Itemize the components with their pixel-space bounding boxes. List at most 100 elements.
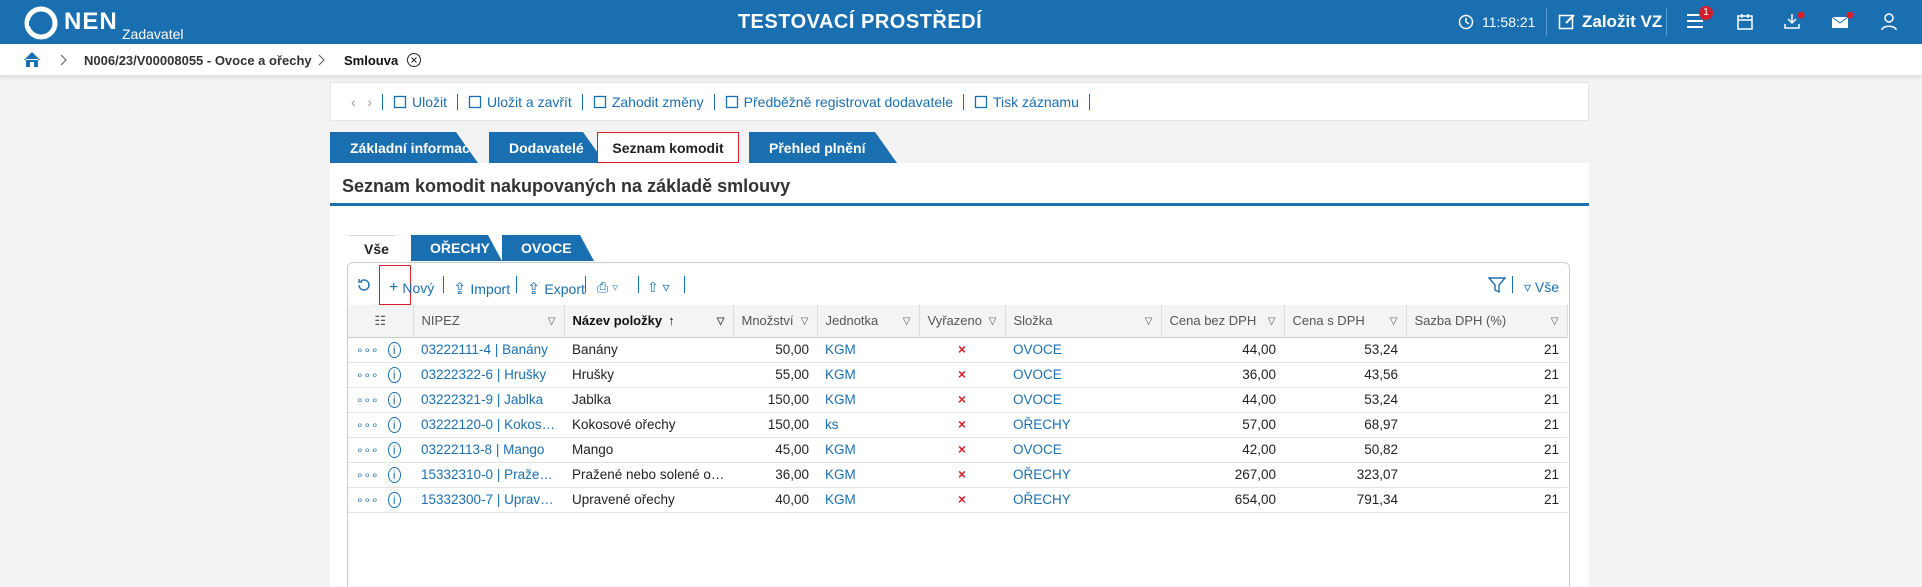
cell[interactable]: KGM: [817, 437, 919, 463]
tab[interactable]: Dodavatelé: [489, 132, 605, 163]
row-info[interactable]: i: [387, 341, 401, 358]
grid-button[interactable]: ⇪ Export: [527, 279, 585, 299]
cell[interactable]: KGM: [817, 387, 919, 413]
cell[interactable]: KGM: [817, 362, 919, 388]
cell[interactable]: OVOCE: [1005, 337, 1161, 363]
breadcrumb-link[interactable]: N006/23/V00008055 - Ovoce a ořechy: [84, 53, 312, 68]
cell[interactable]: OVOCE: [1005, 437, 1161, 463]
filter-icon[interactable]: [1487, 276, 1507, 297]
cell[interactable]: OŘECHY: [1005, 487, 1161, 513]
tab[interactable]: Přehled plnění: [749, 132, 897, 163]
column-title: Cena bez DPH: [1169, 313, 1257, 329]
cell: 45,00: [733, 437, 817, 463]
cell: 36,00: [1161, 362, 1284, 388]
create-button[interactable]: Založit VZ: [1582, 12, 1663, 31]
cell: 791,34: [1284, 487, 1406, 513]
close-icon[interactable]: [406, 52, 422, 68]
grid-button[interactable]: ⇪ Import: [453, 279, 510, 299]
column-header[interactable]: Sazba DPH (%) ▽: [1406, 305, 1568, 338]
row-info[interactable]: i: [387, 466, 401, 483]
toolbar-button[interactable]: Uložit a zavřít: [458, 93, 583, 110]
filter-toggle[interactable]: ▽: [547, 316, 556, 327]
cell[interactable]: ks: [817, 412, 919, 438]
row-menu[interactable]: ∘∘∘: [356, 442, 382, 457]
download-icon[interactable]: [1783, 12, 1805, 32]
row-menu[interactable]: ∘∘∘: [356, 342, 382, 357]
row-actions: ∘∘∘ i: [348, 337, 413, 363]
cell[interactable]: KGM: [817, 487, 919, 513]
clock-icon: [1458, 14, 1474, 30]
filter-select[interactable]: ▿ Vše: [1524, 279, 1560, 295]
cell[interactable]: OVOCE: [1005, 362, 1161, 388]
cell[interactable]: 03222111-4 | Banány: [413, 337, 564, 363]
cell: ×: [919, 412, 1005, 438]
column-header[interactable]: NIPEZ ▽: [413, 305, 565, 338]
row-info[interactable]: i: [387, 416, 401, 433]
filter-toggle[interactable]: ▽: [716, 316, 725, 327]
row-menu[interactable]: ∘∘∘: [356, 392, 382, 407]
filter-toggle[interactable]: ▽: [1144, 316, 1153, 327]
user-icon[interactable]: [1880, 12, 1898, 32]
column-header[interactable]: Cena bez DPH ▽: [1161, 305, 1285, 338]
toolbar-button[interactable]: Předběžně registrovat dodavatele: [715, 93, 965, 110]
row-info[interactable]: i: [387, 391, 401, 408]
row-info[interactable]: i: [387, 366, 401, 383]
filter-toggle[interactable]: ▽: [988, 316, 997, 327]
subtab[interactable]: OVOCE: [502, 235, 594, 261]
toolbar-label: Zahodit změny: [611, 93, 704, 110]
toolbar-icon: [974, 95, 988, 108]
print-menu[interactable]: ⎙ ▿: [597, 279, 618, 295]
top-bar: NEN Zadavatel TESTOVACÍ PROSTŘEDÍ 11:58:…: [0, 0, 1922, 44]
nav-arrows: ‹ ›: [341, 93, 383, 110]
cell[interactable]: 15332300-7 | Upravené ořechy: [413, 487, 564, 513]
row-menu[interactable]: ∘∘∘: [356, 417, 382, 432]
cell[interactable]: 15332310-0 | Pražené nebo solené ořechy: [413, 462, 564, 488]
column-title: Cena s DPH: [1292, 313, 1365, 329]
toolbar-button[interactable]: Uložit: [383, 93, 459, 110]
cell[interactable]: KGM: [817, 462, 919, 488]
cell: 267,00: [1161, 462, 1284, 488]
filter-toggle[interactable]: ▽: [1389, 316, 1398, 327]
toolbar-button[interactable]: Zahodit změny: [583, 93, 715, 110]
row-info[interactable]: i: [387, 491, 401, 508]
cell[interactable]: OŘECHY: [1005, 412, 1161, 438]
column-header[interactable]: Složka ▽: [1005, 305, 1162, 338]
row-menu[interactable]: ∘∘∘: [356, 367, 382, 382]
cell[interactable]: 03222120-0 | Kokosové ořechy: [413, 412, 564, 438]
cell[interactable]: 03222322-6 | Hrušky: [413, 362, 564, 388]
filter-toggle[interactable]: ▽: [902, 316, 911, 327]
refresh-icon[interactable]: [356, 277, 372, 293]
column-header[interactable]: Množství ▽: [733, 305, 818, 338]
row-info[interactable]: i: [387, 441, 401, 458]
grid-button[interactable]: + Nový: [389, 279, 434, 297]
cell[interactable]: OVOCE: [1005, 387, 1161, 413]
table-row: ∘∘∘ i 03222322-6 | Hrušky Hrušky 55,00 KGM × O…: [348, 362, 1567, 388]
cell: 68,97: [1284, 412, 1406, 438]
row-menu[interactable]: ∘∘∘: [356, 467, 382, 482]
row-menu[interactable]: ∘∘∘: [356, 492, 382, 507]
column-header[interactable]: Vyřazeno ▽: [919, 305, 1006, 338]
cell: 57,00: [1161, 412, 1284, 438]
toolbar-button[interactable]: Tisk záznamu: [964, 93, 1090, 110]
toolbar-label: Tisk záznamu: [993, 93, 1079, 110]
calendar-icon[interactable]: [1736, 13, 1754, 31]
home-icon[interactable]: [23, 51, 41, 68]
column-header[interactable]: Jednotka ▽: [817, 305, 920, 338]
mail-icon[interactable]: [1831, 12, 1853, 32]
filter-toggle[interactable]: ▽: [1267, 316, 1276, 327]
share-menu[interactable]: ⇧ ▿: [647, 279, 670, 295]
divider: [1666, 8, 1667, 36]
column-header[interactable]: Název položky ↑ ▽: [564, 305, 734, 338]
cell[interactable]: 03222113-8 | Mango: [413, 437, 564, 463]
notification-badge: 1: [1699, 6, 1713, 20]
subtab[interactable]: OŘECHY: [411, 235, 502, 261]
tab[interactable]: Základní informace: [330, 132, 478, 163]
cell[interactable]: KGM: [817, 337, 919, 363]
cell[interactable]: OŘECHY: [1005, 462, 1161, 488]
cell[interactable]: 03222321-9 | Jablka: [413, 387, 564, 413]
filter-toggle[interactable]: ▽: [800, 316, 809, 327]
filter-toggle[interactable]: ▽: [1550, 316, 1559, 327]
column-header[interactable]: Cena s DPH ▽: [1284, 305, 1407, 338]
tab[interactable]: Seznam komodit: [597, 132, 739, 163]
